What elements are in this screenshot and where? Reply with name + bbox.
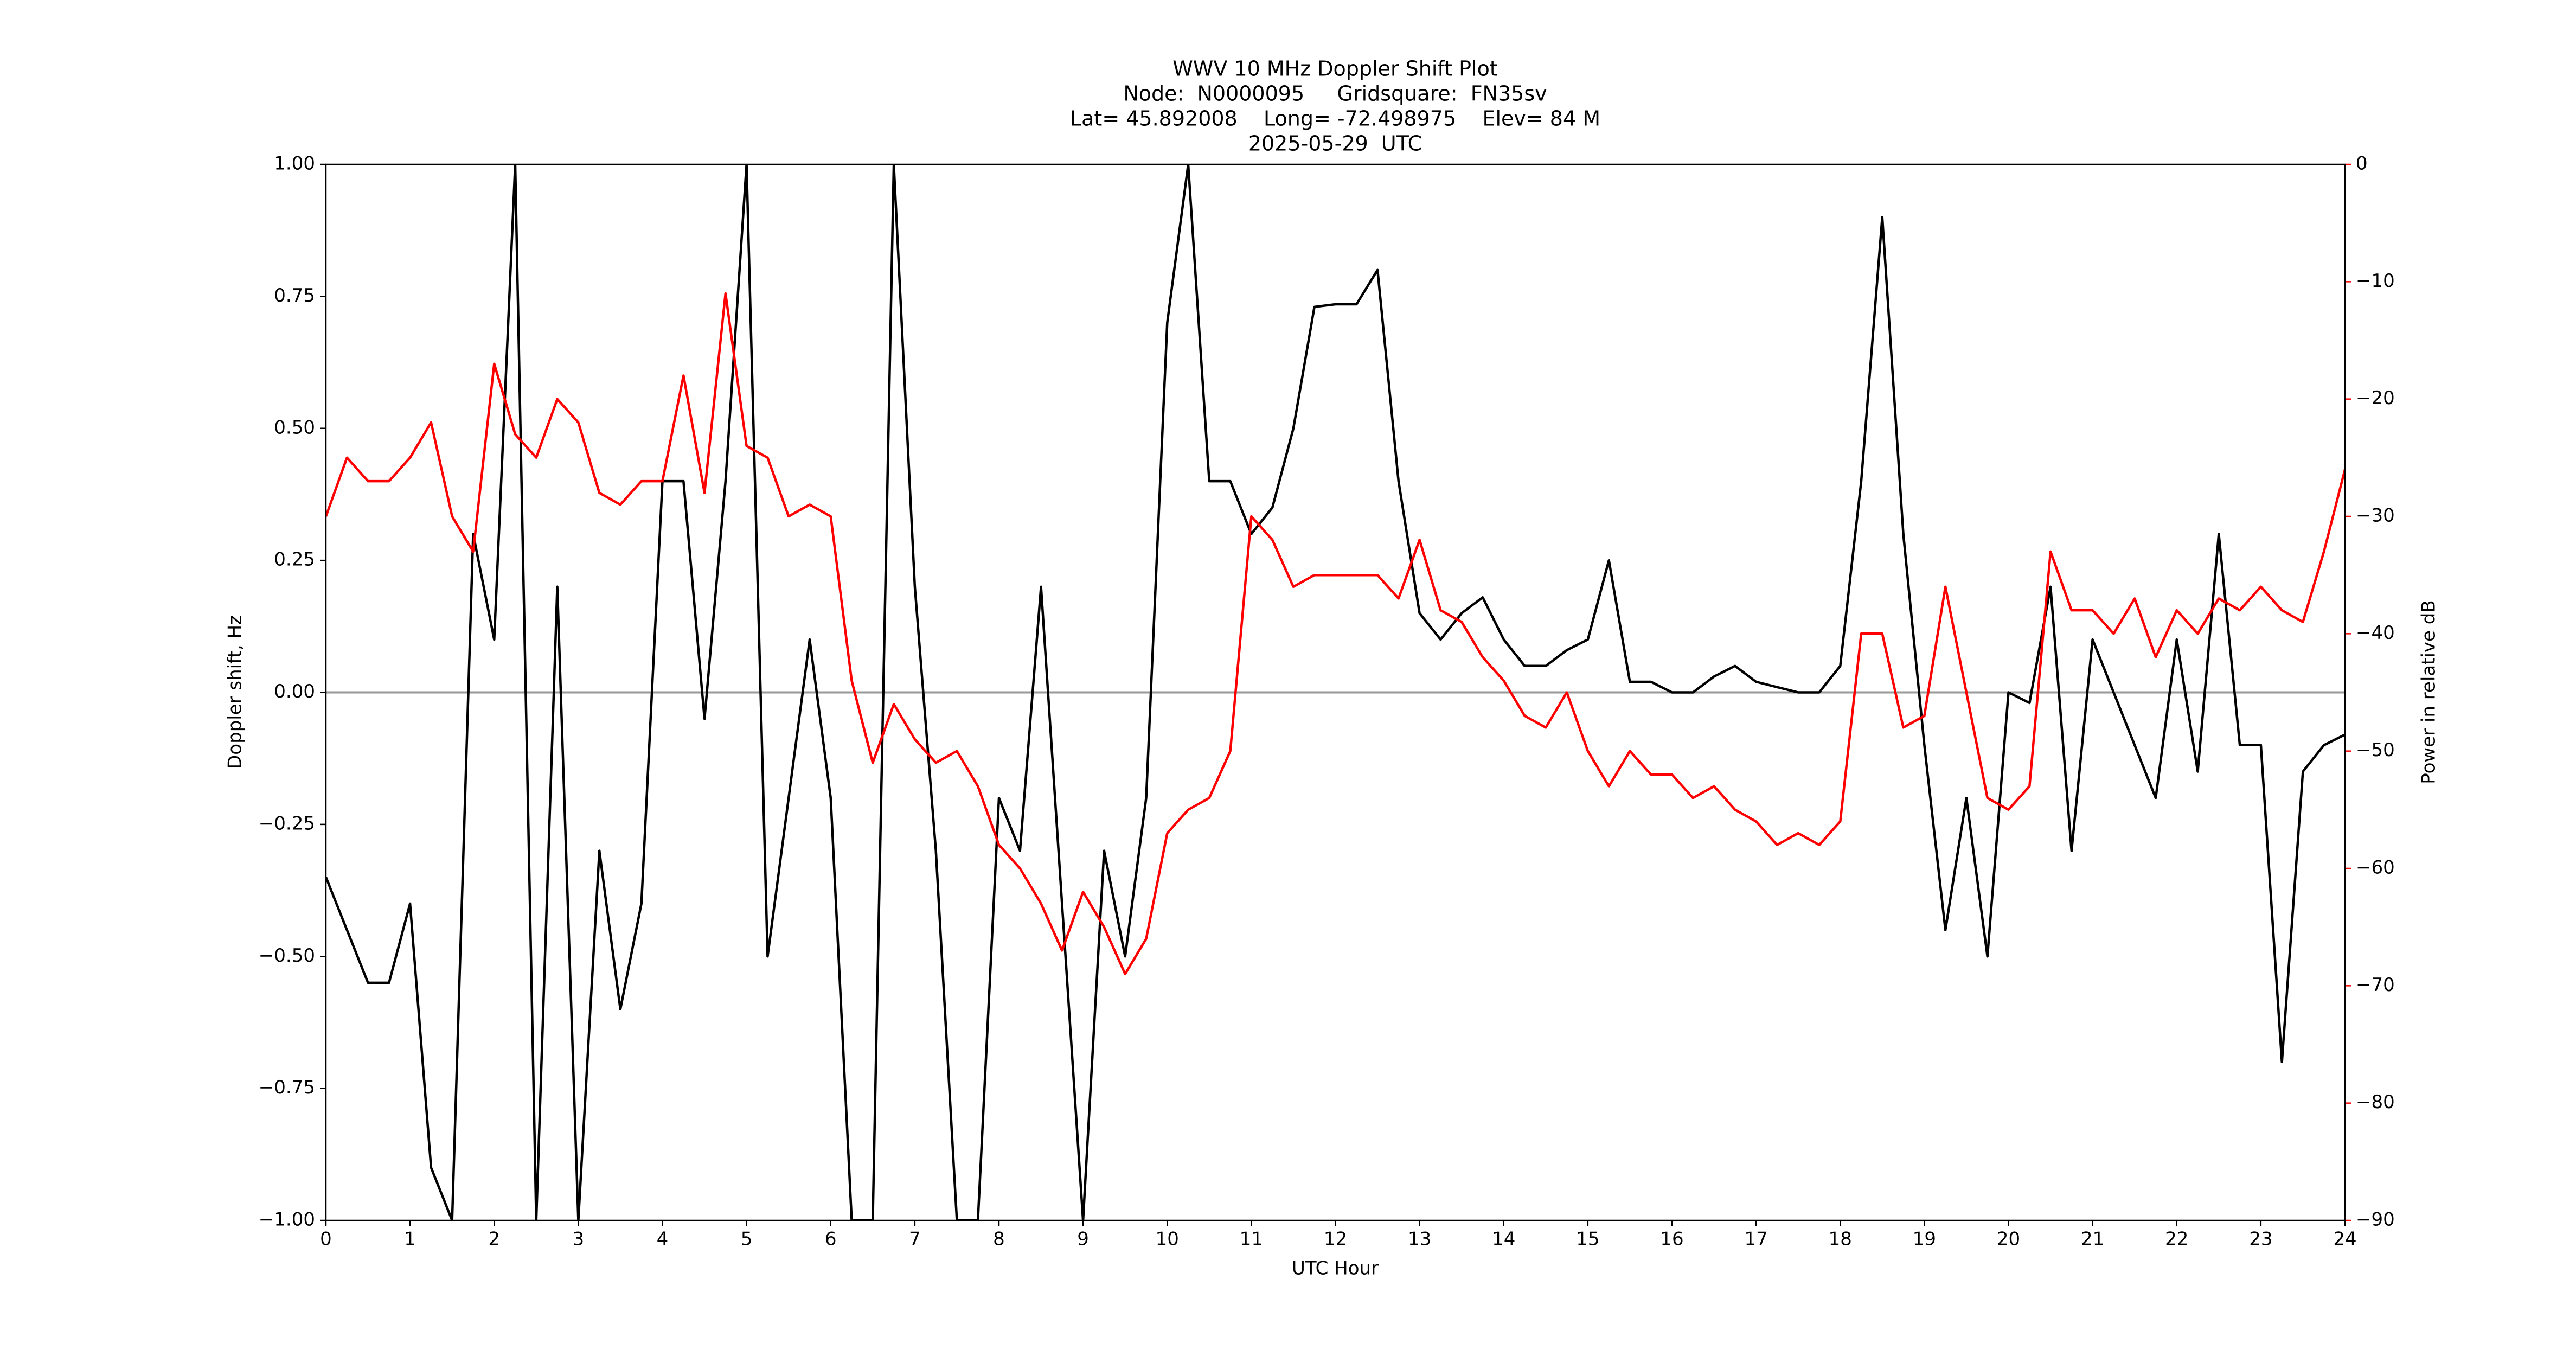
- y-tick-label: 1.00: [274, 153, 315, 175]
- y2-tick-label: −20: [2356, 387, 2395, 409]
- y2-tick-label: −50: [2356, 739, 2395, 761]
- x-tick-label: 21: [2081, 1229, 2104, 1250]
- chart-title: WWV 10 MHz Doppler Shift Plot: [1172, 57, 1498, 81]
- y-tick-label: 0.00: [274, 681, 315, 702]
- x-tick-label: 12: [1324, 1229, 1347, 1250]
- y-axis-label: Doppler shift, Hz: [225, 615, 246, 769]
- y2-tick-label: −70: [2356, 974, 2395, 996]
- y-tick-label: −0.75: [259, 1077, 315, 1098]
- x-tick-label: 16: [1660, 1229, 1683, 1250]
- x-tick-label: 7: [909, 1229, 921, 1250]
- x-tick-label: 1: [404, 1229, 416, 1250]
- x-tick-label: 23: [2249, 1229, 2272, 1250]
- x-tick-label: 14: [1492, 1229, 1515, 1250]
- chart-subtitle: Node: N0000095 Gridsquare: FN35sv: [1123, 82, 1547, 106]
- x-tick-label: 3: [573, 1229, 585, 1250]
- chart-subtitle: 2025-05-29 UTC: [1248, 132, 1422, 156]
- x-tick-label: 11: [1240, 1229, 1263, 1250]
- x-tick-label: 22: [2165, 1229, 2188, 1250]
- y2-axis-label: Power in relative dB: [2418, 600, 2440, 784]
- x-tick-label: 2: [488, 1229, 500, 1250]
- x-tick-label: 6: [825, 1229, 837, 1250]
- y-tick-label: −1.00: [259, 1209, 315, 1231]
- x-tick-label: 24: [2333, 1229, 2356, 1250]
- x-tick-label: 13: [1408, 1229, 1431, 1250]
- y2-tick-label: −10: [2356, 270, 2395, 292]
- y2-tick-label: 0: [2356, 153, 2368, 175]
- y-tick-label: −0.25: [259, 813, 315, 834]
- x-tick-label: 0: [320, 1229, 332, 1250]
- data-line: [326, 292, 2345, 975]
- y-tick-label: 0.25: [274, 549, 315, 571]
- y-tick-label: 0.75: [274, 285, 315, 306]
- y2-tick-label: −40: [2356, 622, 2395, 644]
- x-tick-label: 9: [1077, 1229, 1089, 1250]
- x-tick-label: 19: [1913, 1229, 1936, 1250]
- x-axis-label: UTC Hour: [1292, 1258, 1379, 1280]
- x-tick-label: 5: [741, 1229, 753, 1250]
- y2-tick-label: −80: [2356, 1091, 2395, 1113]
- chart-subtitle: Lat= 45.892008 Long= -72.498975 Elev= 84…: [1070, 107, 1600, 131]
- y2-tick-label: −90: [2356, 1209, 2395, 1231]
- x-tick-label: 18: [1829, 1229, 1852, 1250]
- x-tick-label: 10: [1156, 1229, 1179, 1250]
- x-tick-label: 4: [657, 1229, 669, 1250]
- y-tick-label: 0.50: [274, 417, 315, 438]
- plot-frame: [325, 163, 2346, 1221]
- x-tick-label: 15: [1576, 1229, 1599, 1250]
- y2-tick-label: −60: [2356, 857, 2395, 879]
- y2-tick-label: −30: [2356, 505, 2395, 527]
- x-tick-label: 17: [1744, 1229, 1767, 1250]
- x-tick-label: 8: [993, 1229, 1005, 1250]
- y-tick-label: −0.50: [259, 945, 315, 967]
- x-tick-label: 20: [1997, 1229, 2020, 1250]
